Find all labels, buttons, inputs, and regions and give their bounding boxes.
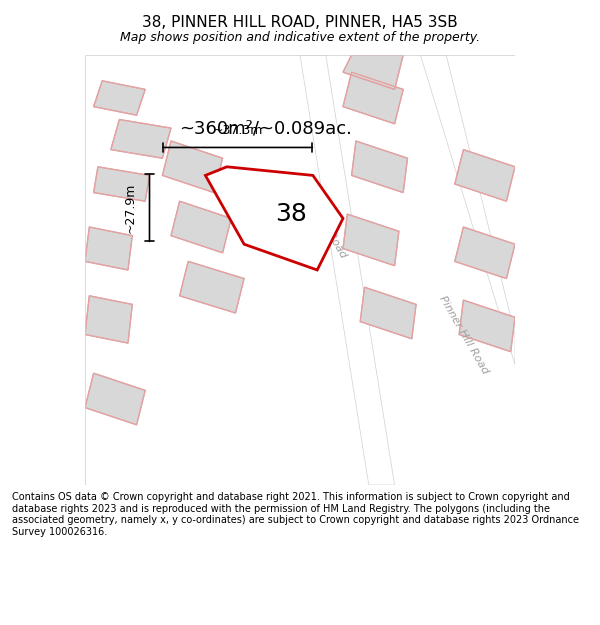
Text: ~360m²/~0.089ac.: ~360m²/~0.089ac.	[179, 119, 352, 137]
Text: ~27.9m: ~27.9m	[124, 182, 137, 233]
Polygon shape	[94, 81, 145, 115]
Polygon shape	[85, 210, 322, 270]
Polygon shape	[455, 149, 515, 201]
Polygon shape	[300, 55, 395, 485]
Polygon shape	[171, 201, 231, 252]
Polygon shape	[343, 55, 403, 89]
Text: ~37.3m: ~37.3m	[212, 124, 263, 137]
Polygon shape	[85, 373, 145, 425]
Text: Pinner Hill Road: Pinner Hill Road	[295, 177, 348, 259]
Text: 38, PINNER HILL ROAD, PINNER, HA5 3SB: 38, PINNER HILL ROAD, PINNER, HA5 3SB	[142, 16, 458, 31]
Text: Contains OS data © Crown copyright and database right 2021. This information is : Contains OS data © Crown copyright and d…	[12, 492, 579, 537]
Polygon shape	[421, 55, 515, 364]
Polygon shape	[85, 102, 515, 184]
Polygon shape	[111, 119, 171, 158]
Polygon shape	[343, 214, 399, 266]
Polygon shape	[455, 227, 515, 279]
Polygon shape	[343, 72, 403, 124]
Text: Pinner Hill Road: Pinner Hill Road	[437, 294, 490, 376]
Polygon shape	[360, 288, 416, 339]
Polygon shape	[85, 364, 377, 485]
Polygon shape	[459, 300, 515, 352]
Polygon shape	[94, 167, 149, 201]
Text: 38: 38	[275, 202, 307, 226]
Polygon shape	[179, 261, 244, 313]
Polygon shape	[85, 296, 133, 343]
Polygon shape	[205, 167, 343, 270]
Polygon shape	[352, 141, 407, 192]
Polygon shape	[85, 227, 133, 270]
Polygon shape	[163, 141, 223, 192]
Text: Map shows position and indicative extent of the property.: Map shows position and indicative extent…	[120, 31, 480, 44]
